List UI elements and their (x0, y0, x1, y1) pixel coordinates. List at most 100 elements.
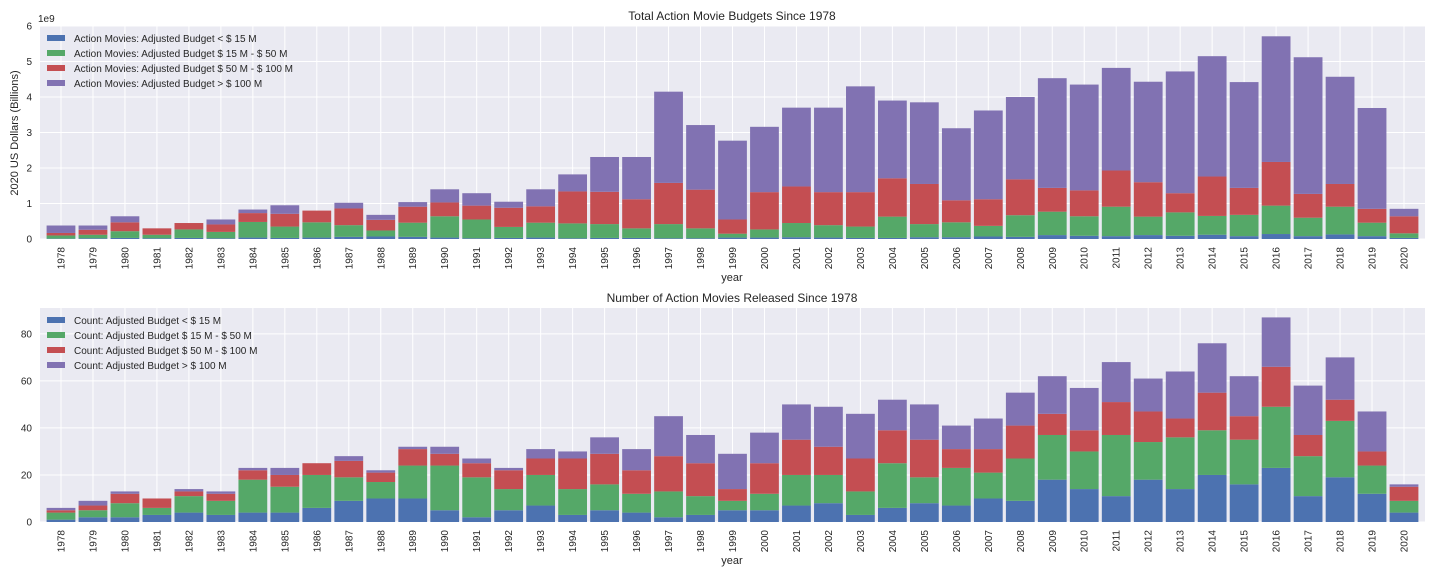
budget-x-tick-label: 1984 (248, 247, 259, 270)
count-bar-segment (270, 474, 300, 487)
budget-x-tick-label: 1979 (88, 247, 99, 270)
count-bar-segment (526, 449, 556, 459)
budget-x-tick-label: 1996 (632, 247, 643, 270)
count-bar-segment (1357, 493, 1387, 522)
budget-bar-segment (526, 206, 556, 223)
budget-bar-segment (718, 237, 747, 239)
count-bar-segment (334, 500, 364, 522)
budget-x-tick-label: 2015 (1240, 247, 1251, 270)
count-x-tick-label: 2007 (984, 530, 995, 553)
budget-x-tick-label: 2010 (1080, 247, 1091, 270)
count-bar-segment (398, 465, 428, 499)
count-bar-segment (654, 416, 683, 457)
budget-x-tick-label: 2008 (1016, 247, 1027, 270)
budget-bar-segment (718, 140, 747, 220)
count-bar-segment (110, 491, 140, 494)
count-bar-segment (398, 498, 428, 522)
count-bar-segment (1165, 489, 1195, 522)
budget-bar-segment (909, 237, 939, 239)
count-bar-segment (1069, 430, 1099, 452)
budget-bar-segment (78, 234, 108, 239)
count-bar-segment (270, 512, 300, 522)
count-bar-segment (973, 418, 1003, 450)
count-y-tick-label: 20 (21, 470, 33, 481)
count-bar-segment (238, 467, 268, 471)
budget-x-tick-label: 2000 (760, 247, 771, 270)
count-bar-segment (334, 456, 364, 461)
budget-bar-segment (1261, 161, 1291, 206)
count-bar-segment (590, 453, 619, 485)
budget-legend-swatch (47, 80, 65, 86)
budget-bar-segment (558, 191, 588, 224)
count-bar-segment (1325, 420, 1355, 478)
count-bar-segment (302, 474, 332, 508)
budget-x-tick-label: 1986 (312, 247, 323, 270)
count-bar-segment (750, 510, 779, 522)
budget-bar-segment (494, 237, 524, 239)
count-bar-segment (494, 510, 524, 522)
budget-x-tick-label: 1992 (504, 247, 515, 270)
count-bar-segment (1165, 418, 1195, 438)
count-bar-segment (1197, 343, 1227, 393)
budget-bar-segment (46, 225, 76, 233)
count-bar-segment (782, 474, 811, 506)
budget-bar-segment (1389, 216, 1419, 234)
count-bar-segment (686, 496, 715, 515)
budget-bar-segment (814, 237, 843, 239)
count-x-tick-label: 1996 (632, 530, 643, 553)
budget-legend-swatch (47, 50, 65, 56)
budget-bar-segment (1261, 205, 1291, 235)
count-bar-segment (1261, 317, 1291, 367)
count-x-tick-label: 2008 (1016, 530, 1027, 553)
budget-bar-segment (1101, 236, 1131, 239)
count-legend-label: Count: Adjusted Budget > $ 100 M (74, 361, 227, 372)
budget-bar-segment (110, 237, 140, 239)
budget-y-tick-label: 2 (26, 164, 32, 175)
count-bar-segment (973, 449, 1003, 473)
count-bar-segment (654, 517, 683, 522)
budget-bar-segment (1133, 216, 1163, 236)
count-bar-segment (558, 514, 588, 522)
count-x-tick-label: 1998 (696, 530, 707, 553)
count-bar-segment (941, 449, 971, 468)
budget-bar-segment (814, 107, 843, 193)
budget-x-tick-label: 1982 (184, 247, 195, 270)
budget-x-tick-label: 2002 (824, 247, 835, 270)
budget-bar-segment (1261, 234, 1291, 239)
budget-legend-label: Action Movies: Adjusted Budget $ 15 M - … (74, 49, 287, 60)
count-bar-segment (206, 514, 236, 522)
count-x-tick-label: 2004 (888, 530, 899, 553)
budget-bar-segment (1229, 214, 1259, 237)
budget-bar-segment (941, 128, 971, 201)
budget-bar-segment (366, 236, 396, 239)
count-bar-segment (46, 507, 76, 511)
budget-x-tick-label: 1980 (120, 247, 131, 270)
count-x-tick-label: 1988 (376, 530, 387, 553)
budget-bar-segment (782, 237, 811, 239)
budget-x-tick-label: 1988 (376, 247, 387, 270)
budget-x-tick-label: 1989 (408, 247, 419, 270)
budget-bar-segment (1325, 183, 1355, 207)
count-bar-segment (462, 463, 492, 478)
count-bar-segment (877, 399, 907, 431)
count-x-tick-label: 2018 (1336, 530, 1347, 553)
count-bar-segment (814, 406, 843, 447)
count-bars (46, 317, 1419, 522)
budget-bar-segment (366, 214, 396, 220)
budget-bar-segment (1005, 179, 1035, 216)
count-bar-segment (1069, 489, 1099, 522)
count-x-tick-label: 2002 (824, 530, 835, 553)
count-x-ticks: 1978 1979 1980 1981 1982 1983 1984 1985 1986 1987… (56, 530, 1410, 553)
budget-bar-segment (1197, 215, 1227, 235)
budget-bar-segment (750, 126, 779, 193)
budget-x-tick-label: 1991 (472, 247, 483, 270)
count-x-tick-label: 2019 (1368, 530, 1379, 553)
count-x-tick-label: 1981 (152, 530, 163, 553)
count-bar-segment (1133, 411, 1163, 443)
budget-y-tick-label: 3 (26, 128, 32, 139)
budget-bar-segment (654, 224, 683, 239)
budget-bar-segment (1165, 193, 1195, 213)
count-bar-segment (877, 507, 907, 522)
count-bar-segment (366, 482, 396, 499)
budget-bar-segment (78, 229, 108, 235)
